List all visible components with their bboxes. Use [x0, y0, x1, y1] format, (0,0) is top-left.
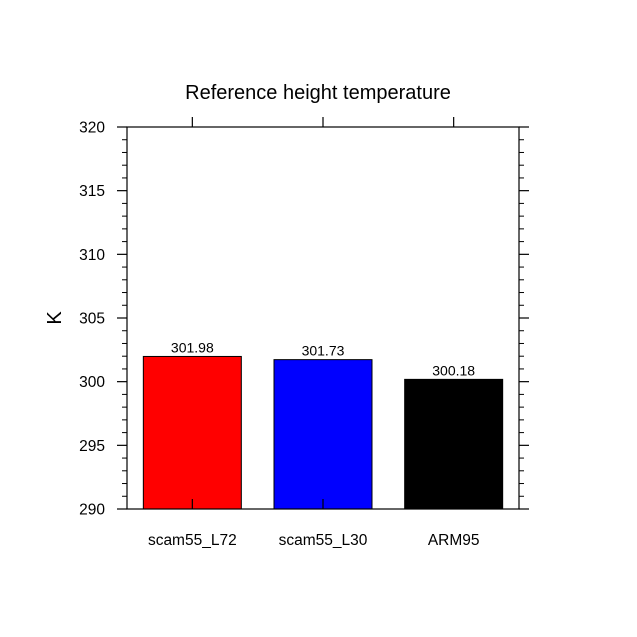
value-label-scam55_L72: 301.98 — [171, 339, 214, 355]
category-label-scam55_L72: scam55_L72 — [148, 532, 237, 549]
y-tick-label: 300 — [79, 374, 105, 391]
category-label-scam55_L30: scam55_L30 — [279, 532, 368, 549]
bars-group — [142, 355, 504, 510]
y-tick-label: 315 — [79, 183, 105, 200]
category-label-ARM95: ARM95 — [428, 532, 480, 549]
plot-frame — [126, 126, 520, 510]
y-tick-label: 290 — [79, 502, 105, 519]
y-tick-label: 320 — [79, 120, 105, 137]
bar-scam55_L30 — [273, 359, 373, 510]
value-labels-group: 301.98 301.73 300.18 — [171, 339, 475, 378]
value-label-ARM95: 300.18 — [432, 362, 475, 378]
y-tick-label: 295 — [79, 438, 105, 455]
chart-title: Reference height temperature — [185, 82, 451, 104]
value-label-scam55_L30: 301.73 — [302, 343, 345, 359]
bar-ARM95 — [404, 378, 504, 510]
y-axis-label: K — [44, 311, 66, 325]
y-tick-labels-group: 290 295 300 305 310 315 320 — [79, 120, 105, 519]
y-tick-label: 310 — [79, 247, 105, 264]
ticks-group — [117, 117, 529, 510]
y-tick-label: 305 — [79, 311, 105, 328]
category-labels-group: scam55_L72 scam55_L30 ARM95 — [148, 532, 480, 549]
bar-scam55_L72 — [142, 355, 242, 510]
